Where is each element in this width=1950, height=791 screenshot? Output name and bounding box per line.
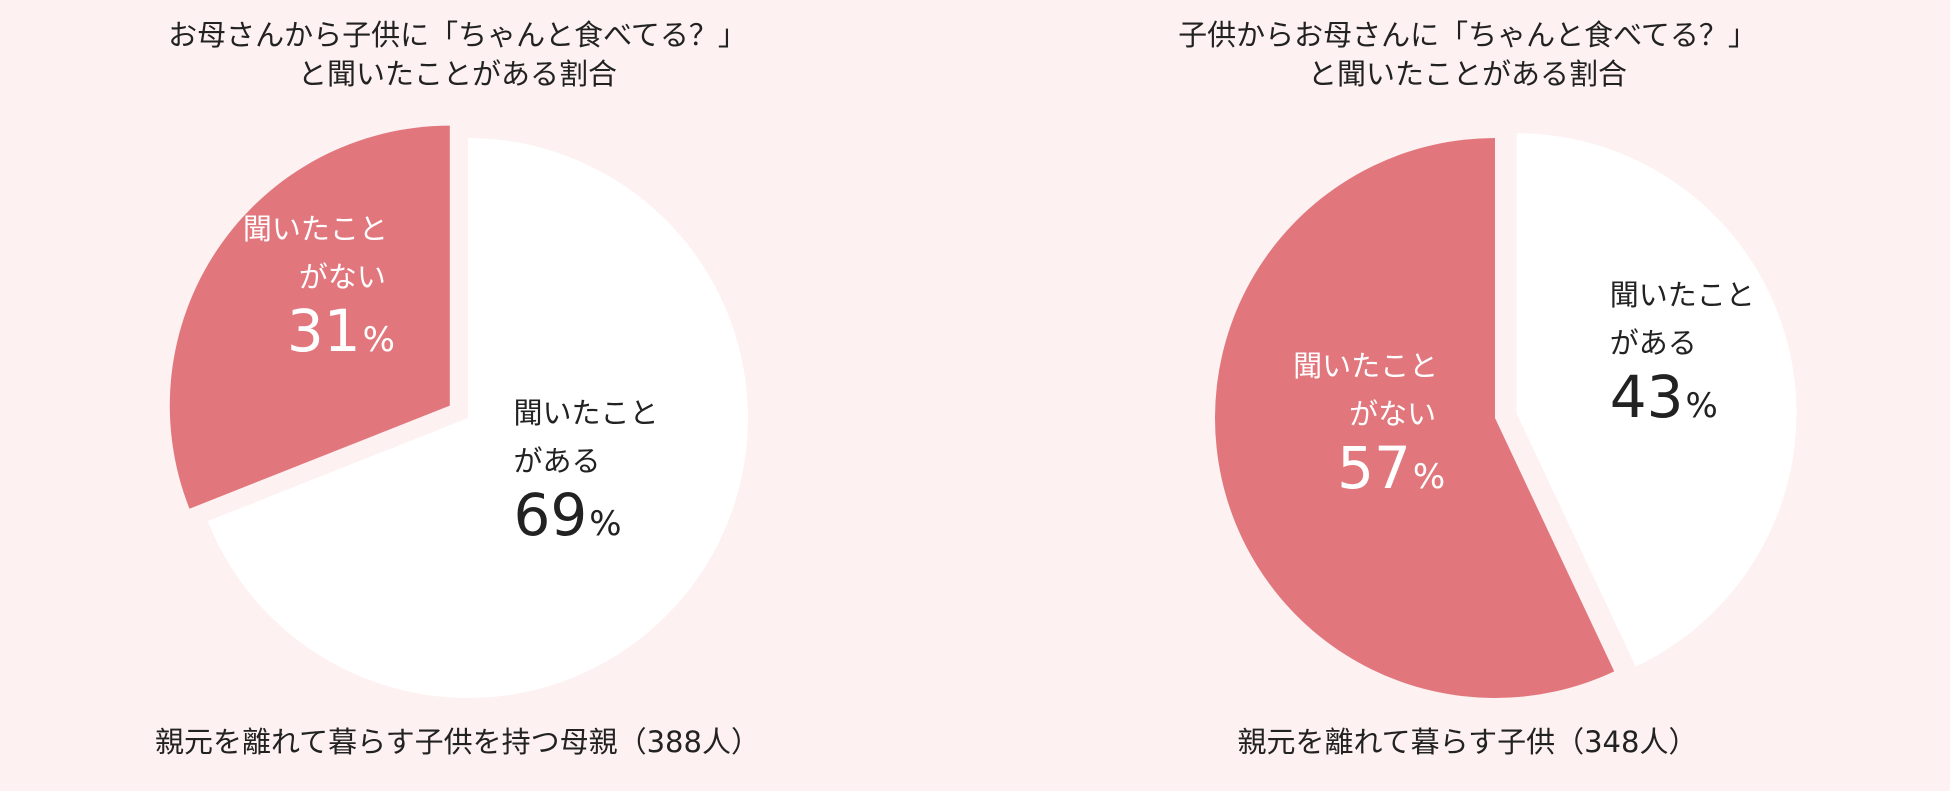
slice-value-unit: % — [363, 320, 395, 360]
slice-label-text: 聞いたこと — [243, 212, 388, 246]
slice-value: 69% — [513, 481, 621, 549]
chart-title: お母さんから子供に「ちゃんと食べてる？」 と聞いたことがある割合 — [0, 16, 915, 94]
slice-value-unit: % — [1686, 386, 1718, 426]
slice-label-text: 聞いたこと — [1610, 278, 1755, 312]
pie-panel-mother: お母さんから子供に「ちゃんと食べてる？」 と聞いたことがある割合 聞いたことがあ… — [0, 16, 915, 759]
slice-value-number: 57 — [1337, 434, 1411, 502]
slice-value: 43% — [1610, 363, 1718, 431]
pie-slice — [207, 138, 748, 699]
pie-panel-child: 子供からお母さんに「ちゃんと食べてる？」 と聞いたことがある割合 聞いたこと があ… — [1010, 0, 1950, 791]
pie-slice — [1516, 133, 1797, 667]
slice-value-unit: % — [589, 504, 621, 544]
chart-title-line-1: 子供からお母さんに「ちゃんと食べてる？」 — [1178, 18, 1757, 52]
pie-slice — [169, 125, 450, 509]
chart-title-line-2: と聞いたことがある割合 — [1307, 57, 1627, 91]
chart-title-line-1: お母さんから子供に「ちゃんと食べてる？」 — [168, 18, 747, 52]
chart-title-line-2: と聞いたことがある割合 — [297, 57, 617, 91]
slice-value-number: 43 — [1610, 363, 1684, 431]
chart-subtitle: 親元を離れて暮らす子供（348人） — [1237, 725, 1698, 759]
slice-label-text: がない — [299, 260, 386, 294]
slice-value: 31% — [287, 297, 395, 365]
slice-value: 57% — [1337, 434, 1445, 502]
slice-value-unit: % — [1413, 457, 1445, 497]
pie-slice — [1214, 138, 1615, 699]
slice-value-number: 69 — [513, 481, 587, 549]
slice-label-text: 聞いたこと — [513, 396, 658, 430]
chart-subtitle: 親元を離れて暮らす子供を持つ母親（388人） — [155, 725, 760, 759]
slice-label-text: がない — [1349, 397, 1436, 431]
slice-label-text: 聞いたこと — [1293, 349, 1438, 383]
chart-title: 子供からお母さんに「ちゃんと食べてる？」 と聞いたことがある割合 — [1010, 16, 1925, 94]
slice-value-number: 31 — [287, 297, 361, 365]
slice-label-text: がある — [1610, 326, 1697, 360]
slice-label-text: がある — [513, 444, 600, 478]
